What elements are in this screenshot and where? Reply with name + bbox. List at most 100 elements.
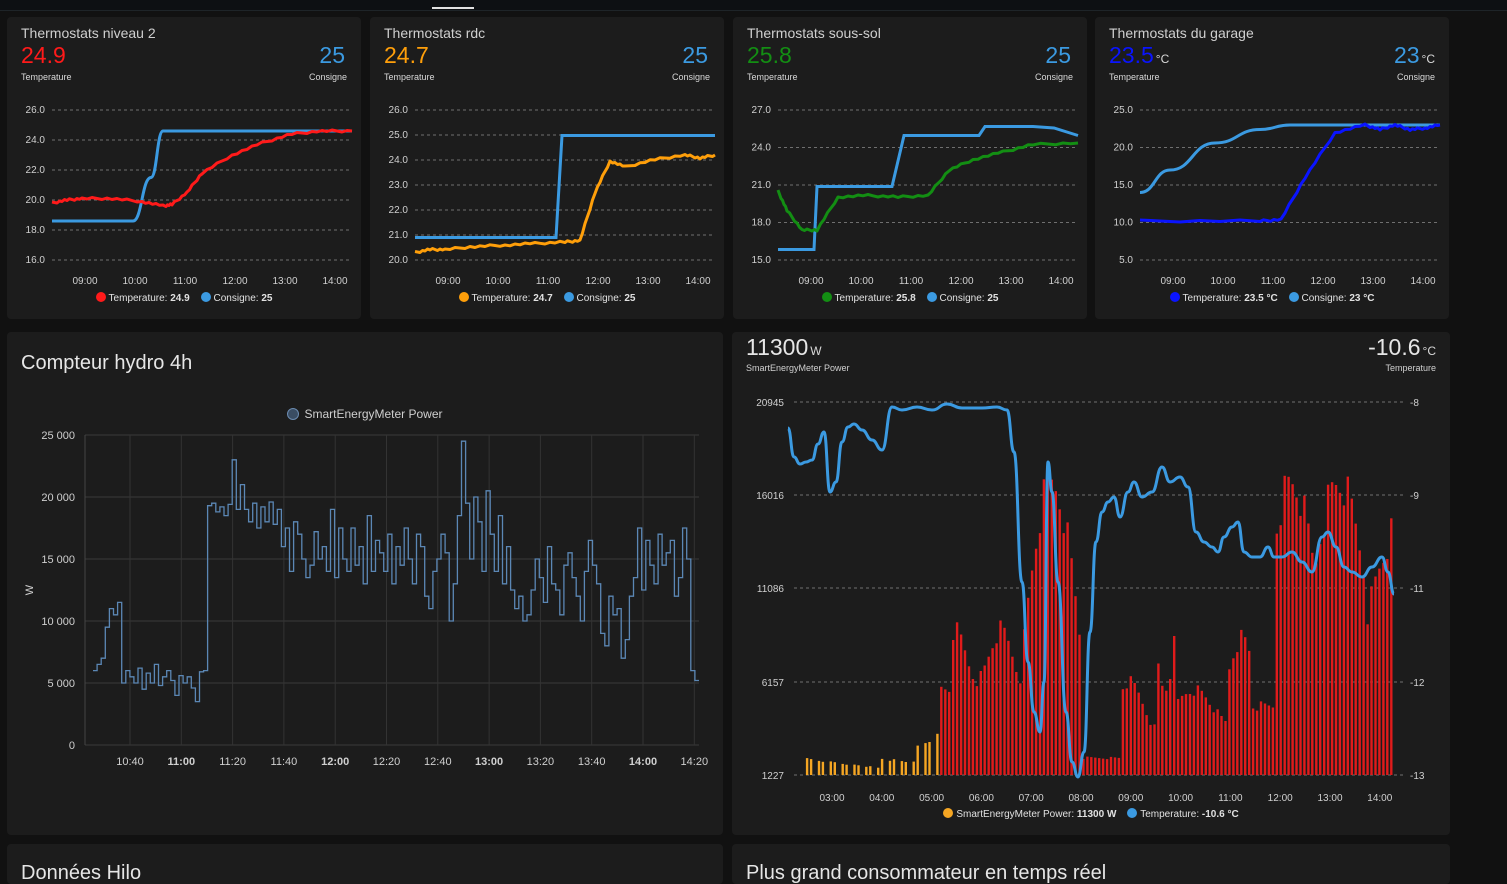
- power-bar: [1074, 596, 1077, 775]
- y-axis-label: W: [24, 584, 36, 595]
- power-bar: [888, 760, 892, 775]
- x-tick-label: 13:00: [998, 276, 1023, 287]
- power-bar: [1319, 544, 1322, 775]
- thermostat-card-4: Thermostats du garage 23.5 °C 23 °C Temper…: [1095, 17, 1449, 319]
- x-tick-label: 11:00: [168, 756, 196, 768]
- power-bar: [829, 761, 832, 775]
- power-bar: [1101, 758, 1105, 775]
- setpoint-label: Consigne: [1034, 72, 1073, 82]
- x-tick-label: 13:00: [475, 756, 503, 768]
- x-tick-label: 09:00: [1160, 276, 1185, 287]
- temperature-line: [786, 402, 1396, 779]
- power-bar: [963, 650, 967, 775]
- power-bar: [999, 620, 1002, 775]
- x-tick-label: 12:00: [1310, 276, 1335, 287]
- power-bar: [1070, 558, 1073, 775]
- power-bar: [904, 762, 907, 775]
- legend-dot-icon: [458, 292, 469, 302]
- x-tick-label: 14:00: [1367, 793, 1392, 804]
- legend-dot-icon: [926, 292, 937, 302]
- x-tick-label: 11:00: [1218, 793, 1243, 804]
- thermostat-title: Thermostats du garage: [1109, 25, 1254, 41]
- power-bar: [1034, 548, 1038, 775]
- legend-item-setpoint[interactable]: Consigne: 25: [200, 292, 272, 304]
- x-tick-label: 12:40: [424, 756, 452, 768]
- thermostat-title: Thermostats niveau 2: [21, 25, 156, 41]
- y-left-tick-label: 20945: [756, 398, 784, 409]
- power-bar: [1157, 663, 1160, 775]
- thermostat-legend[interactable]: Temperature: 25.8 Consigne: 25: [733, 292, 1087, 304]
- x-tick-label: 14:00: [629, 756, 657, 768]
- power-bar: [1224, 721, 1227, 775]
- setpoint-value: 25: [1045, 42, 1071, 68]
- power-bar: [967, 666, 971, 775]
- power-bar: [1279, 525, 1282, 775]
- power-bar: [1291, 484, 1294, 775]
- hydro-legend[interactable]: SmartEnergyMeter Power: [7, 407, 723, 421]
- power-bar: [952, 640, 955, 775]
- y-tick-label: 23.0: [389, 180, 409, 191]
- hilo-card: Données Hilo: [7, 844, 723, 884]
- power-bar: [1173, 636, 1176, 775]
- power-bar: [1370, 586, 1373, 775]
- power-bar: [1078, 634, 1081, 775]
- power-bar: [1109, 756, 1113, 775]
- setpoint-value: 25: [682, 42, 708, 68]
- power-bar: [1042, 479, 1046, 775]
- y-tick-label: 20.0: [389, 255, 409, 266]
- thermostat-legend[interactable]: Temperature: 24.7 Consigne: 25: [370, 292, 724, 304]
- legend-item-temperature[interactable]: Temperature: 24.9: [95, 292, 190, 304]
- energy-legend[interactable]: SmartEnergyMeter Power: 11300 W Temperat…: [732, 808, 1450, 820]
- y-tick-label: 0: [69, 740, 75, 752]
- x-tick-label: 13:00: [1317, 793, 1342, 804]
- temperature-line: [414, 153, 716, 254]
- x-tick-label: 10:00: [122, 276, 147, 287]
- x-tick-label: 09:00: [72, 276, 97, 287]
- power-bar: [1165, 690, 1168, 775]
- legend-item-temperature[interactable]: Temperature: -10.6 °C: [1127, 808, 1239, 820]
- legend-item-temperature[interactable]: Temperature: 24.7: [458, 292, 553, 304]
- top-toolbar: [0, 0, 1507, 11]
- power-bar: [1275, 533, 1278, 775]
- legend-item-temperature[interactable]: Temperature: 25.8: [821, 292, 916, 304]
- power-bar: [1082, 758, 1085, 775]
- setpoint-label: Consigne: [671, 72, 710, 82]
- legend-item-setpoint[interactable]: Consigne: 23 °C: [1288, 292, 1374, 304]
- power-bar: [1240, 629, 1243, 775]
- y-tick-label: 16.0: [26, 255, 46, 266]
- legend-item-setpoint[interactable]: Consigne: 25: [563, 292, 635, 304]
- power-bar: [1011, 656, 1014, 775]
- x-tick-label: 11:20: [219, 756, 246, 768]
- power-bar: [944, 689, 947, 775]
- thermostat-legend[interactable]: Temperature: 23.5 °C Consigne: 23 °C: [1095, 292, 1449, 304]
- power-bar: [1311, 552, 1314, 775]
- y-right-tick-label: -13: [1410, 771, 1425, 782]
- outdoor-temp-label: Temperature: [1385, 363, 1436, 373]
- power-bar: [1141, 703, 1144, 775]
- setpoint-line: [52, 129, 352, 223]
- legend-item-temperature[interactable]: Temperature: 23.5 °C: [1169, 292, 1278, 304]
- outdoor-temp-value: -10.6 °C: [1368, 334, 1436, 360]
- legend-dot-icon: [1288, 292, 1299, 302]
- power-bar: [1287, 476, 1290, 775]
- power-bar: [1086, 756, 1089, 775]
- y-tick-label: 20 000: [41, 492, 75, 504]
- power-bar: [1334, 485, 1338, 775]
- y-tick-label: 21.0: [752, 180, 772, 191]
- legend-item-power[interactable]: SmartEnergyMeter Power: 11300 W: [943, 808, 1116, 820]
- thermostat-card-2: Thermostats rdc 24.7 25 Temperature Cons…: [370, 17, 724, 319]
- power-bar: [1220, 716, 1223, 775]
- legend-item-setpoint[interactable]: Consigne: 25: [926, 292, 998, 304]
- y-tick-label: 20.0: [1114, 143, 1134, 154]
- x-tick-label: 11:00: [1261, 276, 1286, 287]
- y-tick-label: 25 000: [41, 430, 75, 442]
- legend-dot-icon: [821, 292, 832, 302]
- power-bar: [924, 743, 927, 775]
- power-bar: [869, 766, 872, 775]
- power-value: 11300 W: [746, 334, 822, 360]
- power-bar: [1050, 479, 1053, 775]
- power-bar: [817, 760, 821, 775]
- thermostat-legend[interactable]: Temperature: 24.9 Consigne: 25: [7, 292, 361, 304]
- thermostat-chart: 26.0 25.0 24.0 23.0 22.0 21.0 20.0 09:00 10:00 11…: [389, 105, 716, 287]
- temperature-label: Temperature: [747, 72, 798, 82]
